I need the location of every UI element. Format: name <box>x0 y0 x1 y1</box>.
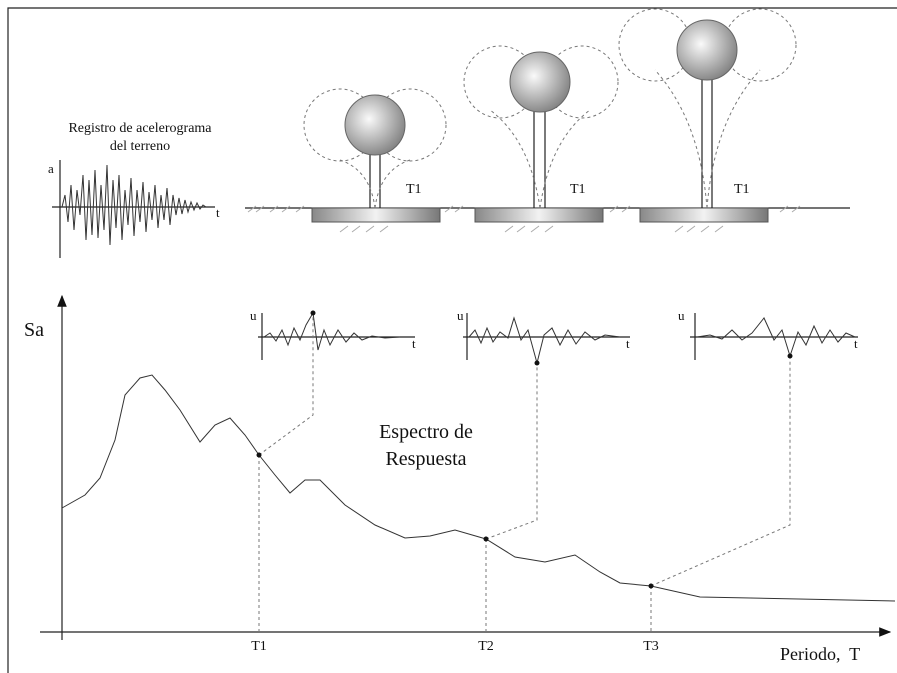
record-title: Registro de acelerograma <box>68 121 212 136</box>
axis-label: u <box>250 308 257 323</box>
axis-label: t <box>626 336 630 351</box>
axis-label: u <box>457 308 464 323</box>
spectrum: Sa Periodo, T T1 T2 T3 Espectro de Respu… <box>24 294 896 664</box>
structures: T1 T1 T1 <box>245 8 850 233</box>
record-title: del terreno <box>110 139 170 154</box>
accelerogram: Registro de acelerograma del terreno a t <box>48 121 220 258</box>
axis-label: a <box>48 161 54 176</box>
spectrum-label: Respuesta <box>385 448 466 470</box>
structure-label: T1 <box>406 182 422 197</box>
axis-label: t <box>216 205 220 220</box>
structure-label: T1 <box>570 182 586 197</box>
axis-label: u <box>678 308 685 323</box>
period-label: T2 <box>478 639 494 654</box>
structure-label: T1 <box>734 182 750 197</box>
spectrum-label: Espectro de <box>379 421 473 443</box>
frame <box>7 7 897 673</box>
axis-label: t <box>412 336 416 351</box>
period-label: T3 <box>643 639 659 654</box>
axis-label: Periodo, T <box>780 644 860 664</box>
responses: u t u t u t <box>250 308 858 365</box>
axis-label: Sa <box>24 319 44 341</box>
period-label: T1 <box>251 639 267 654</box>
axis-label: t <box>854 336 858 351</box>
